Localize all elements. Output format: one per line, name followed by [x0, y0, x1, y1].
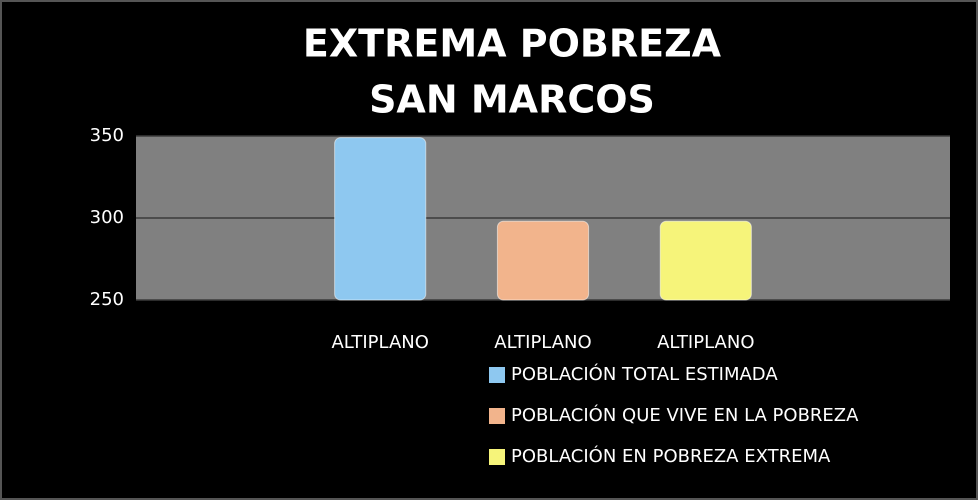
chart-title: EXTREMA POBREZA: [303, 22, 722, 66]
legend-swatch: [489, 449, 505, 465]
bar: [496, 220, 590, 301]
y-tick-label: 300: [90, 207, 124, 228]
x-tick-label: ALTIPLANO: [331, 332, 428, 353]
legend-label: POBLACIÓN QUE VIVE EN LA POBREZA: [511, 404, 859, 426]
bar: [334, 137, 427, 301]
chart-title: SAN MARCOS: [369, 78, 655, 122]
y-tick-label: 350: [90, 125, 124, 146]
y-tick-label: 250: [90, 289, 124, 310]
legend-label: POBLACIÓN EN POBREZA EXTREMA: [511, 445, 831, 467]
legend-label: POBLACIÓN TOTAL ESTIMADA: [511, 363, 778, 385]
x-tick-label: ALTIPLANO: [657, 332, 754, 353]
x-tick-label: ALTIPLANO: [494, 332, 591, 353]
legend-swatch: [489, 367, 505, 383]
legend-swatch: [489, 408, 505, 424]
bar: [659, 220, 752, 301]
